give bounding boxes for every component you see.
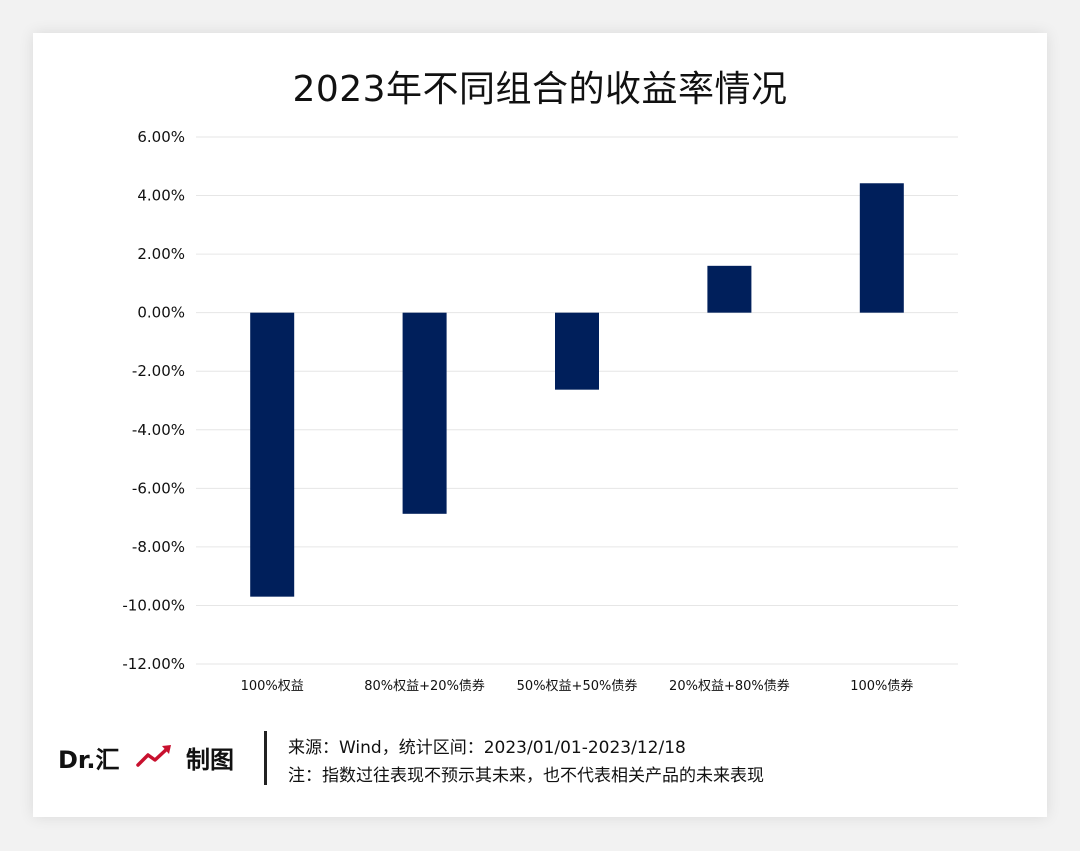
y-tick-label: -4.00% [132,421,185,439]
y-tick-label: 4.00% [137,187,185,205]
bar [402,312,447,514]
y-tick-label: -2.00% [132,362,185,380]
x-tick-label: 80%权益+20%债券 [364,678,485,694]
disclaimer-note: 注：指数过往表现不预示其未来，也不代表相关产品的未来表现 [288,766,764,786]
y-tick-label: -12.00% [122,655,185,673]
brand-name: Dr.汇 [58,746,120,774]
chart-title: 2023年不同组合的收益率情况 [292,69,788,110]
footer-divider [264,731,267,785]
bar [859,183,904,313]
x-tick-label: 20%权益+80%债券 [669,678,790,694]
y-tick-label: -8.00% [132,538,185,556]
y-tick-label: 0.00% [137,304,185,322]
bar [250,312,295,597]
bar-chart: 6.00% 4.00% 2.00% 0.00% -2.00% -4.00% -6.00% -8… [122,128,958,694]
trend-up-icon [136,745,171,767]
brand-suffix: 制图 [186,746,234,774]
chart-card [33,33,1047,817]
y-tick-label: -6.00% [132,479,185,497]
source-note: 来源：Wind，统计区间：2023/01/01-2023/12/18 [288,738,686,758]
y-tick-label: -10.00% [122,596,185,614]
bar [707,265,752,313]
y-tick-label: 2.00% [137,245,185,263]
y-tick-label: 6.00% [137,128,185,146]
x-tick-label: 50%权益+50%债券 [517,678,638,694]
bar [555,312,599,390]
x-tick-label: 100%债券 [850,678,913,694]
x-tick-label: 100%权益 [241,678,304,694]
